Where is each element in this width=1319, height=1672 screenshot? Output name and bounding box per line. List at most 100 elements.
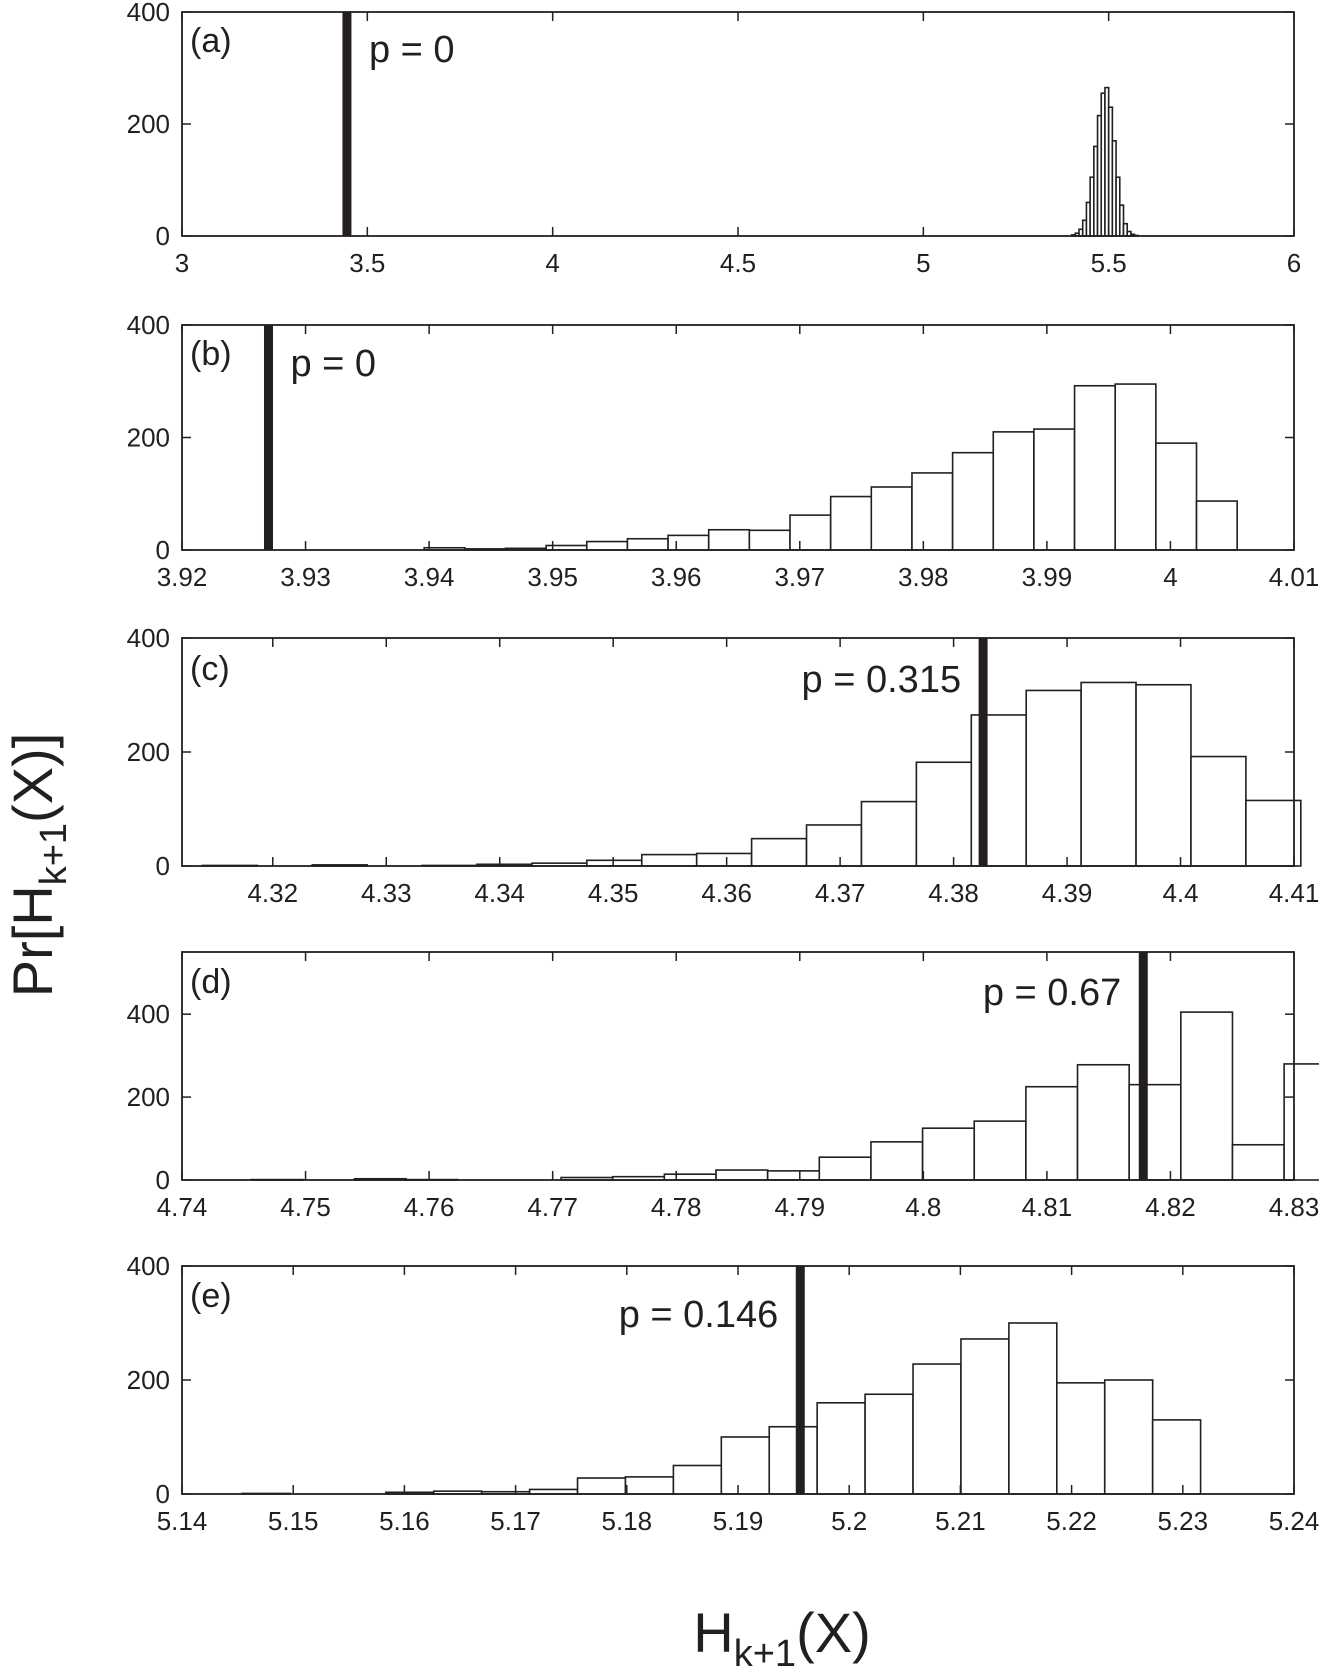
y-axis-label: Pr[Hk+1(X)] bbox=[1, 733, 75, 998]
histogram-bar bbox=[1151, 1419, 1202, 1495]
x-tick-label: 4.39 bbox=[1042, 878, 1093, 908]
histogram-bars bbox=[201, 681, 1302, 867]
y-axis-label-main: Pr[H bbox=[1, 885, 64, 997]
x-tick-label: 4.76 bbox=[404, 1192, 455, 1222]
histogram-bar bbox=[1025, 689, 1082, 867]
y-axis-label-tail: (X)] bbox=[1, 733, 64, 823]
histogram-bar bbox=[1283, 1063, 1319, 1181]
x-tick-label: 4.34 bbox=[474, 878, 525, 908]
x-tick-label: 3.96 bbox=[651, 562, 702, 592]
x-tick-label: 4.35 bbox=[588, 878, 639, 908]
plot-frame bbox=[181, 951, 1295, 1181]
histogram-bar bbox=[1080, 681, 1137, 867]
x-tick-label: 4.36 bbox=[701, 878, 752, 908]
histogram-bar bbox=[626, 537, 669, 551]
x-tick-label: 3.95 bbox=[527, 562, 578, 592]
x-tick-label: 3.92 bbox=[157, 562, 208, 592]
histogram-bar bbox=[1195, 500, 1238, 551]
y-tick-label: 0 bbox=[156, 851, 170, 881]
y-tick-label: 0 bbox=[156, 535, 170, 565]
histogram-bar bbox=[915, 761, 973, 867]
histogram-bar bbox=[640, 853, 698, 867]
histogram-bar bbox=[768, 1425, 818, 1495]
histogram-bar bbox=[1128, 1083, 1182, 1181]
y-tick-label: 400 bbox=[127, 0, 170, 27]
p-value-label: p = 0.67 bbox=[983, 972, 1121, 1014]
panel-b: 3.92 3.93 3.94 3.95 3.96 3.97 3.98 3.99 4 4.01 0 20… bbox=[127, 310, 1319, 592]
x-tick-label: 4.4 bbox=[1162, 878, 1198, 908]
p-value-label: p = 0.146 bbox=[619, 1294, 779, 1336]
x-tick-label: 4.74 bbox=[157, 1192, 208, 1222]
x-tick-label: 5.5 bbox=[1091, 248, 1127, 278]
histogram-bar bbox=[870, 486, 913, 551]
histogram-bar bbox=[1103, 1379, 1154, 1495]
y-tick-label: 0 bbox=[156, 1165, 170, 1195]
histogram-bar bbox=[766, 1170, 821, 1181]
panel-a: 3 3.5 4 4.5 5 5.5 6 0 200 400 (a) p = 0 bbox=[127, 0, 1302, 278]
histogram-bar bbox=[860, 800, 918, 867]
y-tick-label: 0 bbox=[156, 221, 170, 251]
x-axis-label: Hk+1(X) bbox=[693, 1601, 870, 1667]
x-tick-label: 4.83 bbox=[1269, 1192, 1319, 1222]
x-tick-label: 3 bbox=[175, 248, 189, 278]
histogram-bar bbox=[1180, 1011, 1234, 1181]
x-tick-label: 3.97 bbox=[774, 562, 825, 592]
histogram-bar bbox=[816, 1402, 866, 1495]
histogram-bar bbox=[1190, 755, 1247, 867]
histogram-bar bbox=[1114, 383, 1157, 551]
y-tick-label: 0 bbox=[156, 1479, 170, 1509]
x-tick-label: 5.22 bbox=[1046, 1506, 1097, 1536]
x-tick-label: 3.98 bbox=[898, 562, 949, 592]
y-tick-label: 400 bbox=[127, 1251, 170, 1281]
x-axis-label-main: H bbox=[693, 1601, 733, 1664]
p-value-label: p = 0 bbox=[290, 343, 376, 385]
panel-d: 4.74 4.75 4.76 4.77 4.78 4.79 4.8 4.81 4.82 4.83 0… bbox=[127, 951, 1319, 1222]
histogram-bar bbox=[1076, 1063, 1130, 1181]
histogram-bars bbox=[241, 1322, 1202, 1495]
histogram-bar bbox=[707, 528, 751, 551]
x-tick-label: 5.2 bbox=[831, 1506, 867, 1536]
histogram-bar bbox=[576, 1477, 627, 1495]
x-axis-label-sub: k+1 bbox=[734, 1633, 796, 1667]
histogram-bar bbox=[1008, 1322, 1058, 1495]
y-axis-label-sub: k+1 bbox=[33, 823, 75, 885]
x-tick-label: 5.23 bbox=[1157, 1506, 1208, 1536]
x-tick-label: 4 bbox=[1163, 562, 1177, 592]
x-tick-label: 3.93 bbox=[280, 562, 331, 592]
x-tick-label: 5.24 bbox=[1269, 1506, 1319, 1536]
y-tick-label: 200 bbox=[127, 423, 170, 453]
x-tick-label: 5.19 bbox=[713, 1506, 764, 1536]
histogram-bar bbox=[672, 1464, 723, 1495]
x-tick-label: 5.14 bbox=[157, 1506, 208, 1536]
panel-c: 4.32 4.33 4.34 4.35 4.36 4.37 4.38 4.39 4.4 4.41 0… bbox=[127, 623, 1319, 908]
histogram-bars bbox=[250, 1011, 1319, 1181]
x-tick-label: 3.5 bbox=[349, 248, 385, 278]
x-tick-label: 4.32 bbox=[247, 878, 298, 908]
histogram-bar bbox=[973, 1120, 1027, 1181]
histogram-bars bbox=[423, 383, 1238, 551]
p-value-label: p = 0.315 bbox=[802, 659, 962, 701]
x-tick-label: 4.78 bbox=[651, 1192, 702, 1222]
y-tick-label: 200 bbox=[127, 1365, 170, 1395]
histogram-bar bbox=[1025, 1085, 1079, 1181]
histogram-bar bbox=[750, 837, 808, 867]
panel-e: 5.14 5.15 5.16 5.17 5.18 5.19 5.2 5.21 5.22 5.23 5… bbox=[127, 1251, 1319, 1536]
x-tick-label: 4.82 bbox=[1145, 1192, 1196, 1222]
histogram-bar bbox=[1056, 1382, 1106, 1495]
x-tick-label: 5.16 bbox=[379, 1506, 430, 1536]
x-tick-label: 4.8 bbox=[905, 1192, 941, 1222]
panel-label: (d) bbox=[190, 963, 232, 1001]
x-tick-label: 4.33 bbox=[361, 878, 412, 908]
histogram-bar bbox=[1245, 799, 1302, 867]
x-tick-label: 4 bbox=[545, 248, 559, 278]
x-tick-label: 5.18 bbox=[601, 1506, 652, 1536]
y-tick-label: 200 bbox=[127, 109, 170, 139]
histogram-bar bbox=[695, 852, 753, 867]
histogram-bar bbox=[911, 472, 954, 551]
histogram-bar bbox=[1231, 1143, 1285, 1181]
x-axis-label-tail: (X) bbox=[796, 1601, 871, 1664]
histogram-bar bbox=[1135, 683, 1192, 867]
histogram-bar bbox=[992, 431, 1035, 551]
histogram-bar bbox=[789, 514, 832, 551]
